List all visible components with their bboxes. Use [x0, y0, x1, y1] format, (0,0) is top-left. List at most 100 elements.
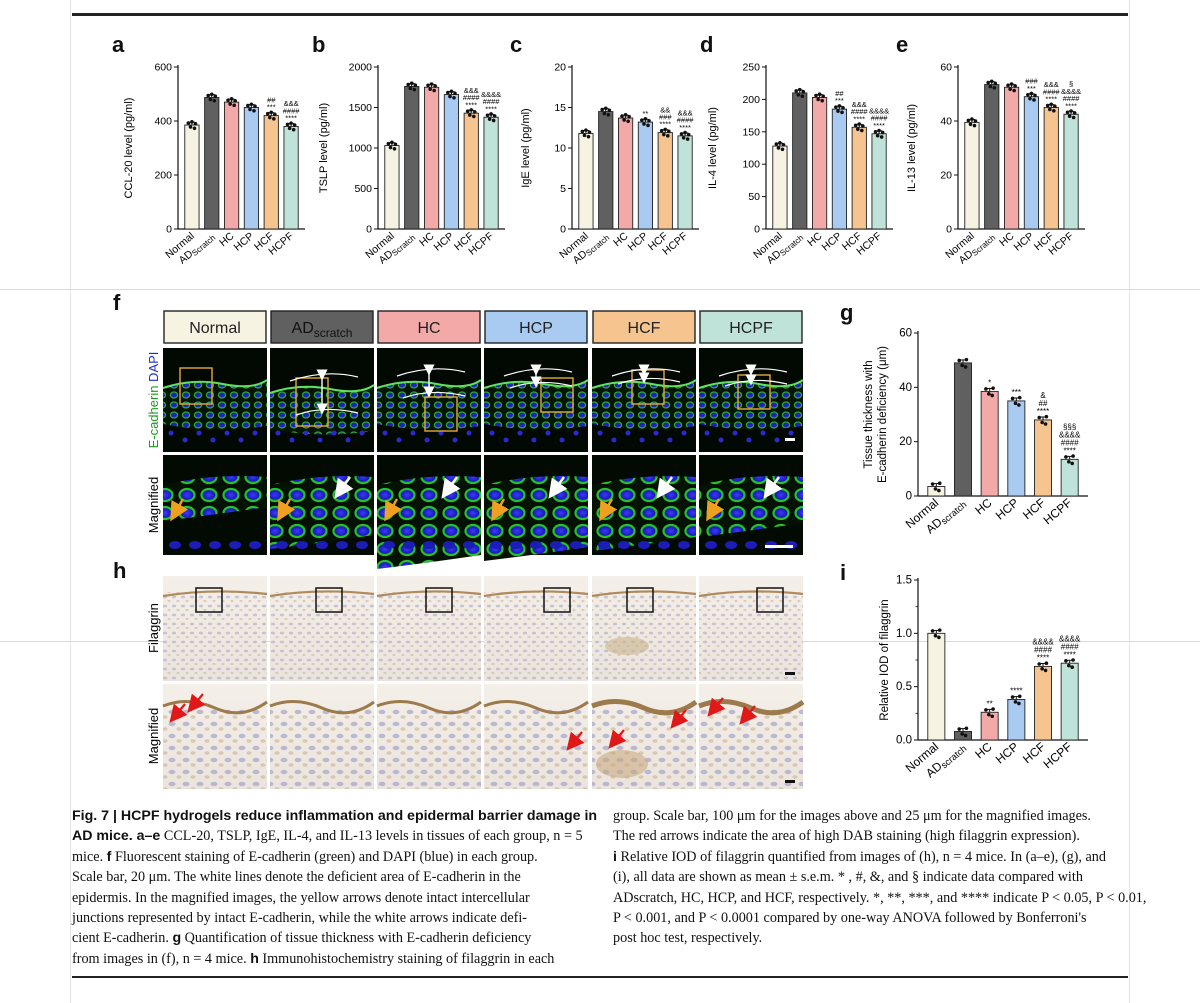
data-point: [781, 142, 786, 147]
category-label: HCP: [432, 230, 457, 253]
significance-label: **: [987, 699, 993, 708]
dermis-nucleus: [182, 437, 188, 443]
dermis-nucleus: [653, 430, 659, 436]
dermis-nucleus: [545, 430, 551, 436]
significance-label: §§§: [1063, 422, 1076, 431]
data-point: [814, 93, 818, 98]
bar-HCPF: [483, 116, 499, 230]
scale-bar: [765, 545, 793, 548]
caption-line: from images in (f), n = 4 mice. h Immuno…: [72, 950, 555, 967]
ihc-tissue: [592, 592, 696, 681]
dermis-nucleus: [189, 541, 201, 549]
magnified-epidermis: [377, 476, 481, 569]
data-point: [683, 130, 687, 135]
data-point: [873, 130, 878, 134]
data-point: [933, 633, 938, 638]
data-point: [1044, 414, 1049, 419]
stained-layer: [376, 700, 482, 715]
y-tick-label: 40: [899, 382, 912, 394]
zoom-region-box: [315, 587, 343, 613]
y-tick-label: 0: [560, 224, 566, 236]
data-point: [192, 126, 197, 131]
category-label: HCP: [993, 496, 1021, 523]
high-dab-arrow: [187, 693, 206, 713]
data-point: [1071, 454, 1075, 458]
bar-HC: [223, 101, 240, 230]
scale-bar: [785, 672, 795, 675]
row-label-magnified: Magnified: [146, 708, 161, 764]
panel-letter-g: g: [840, 300, 853, 325]
bar-HCF: [851, 126, 867, 230]
data-point: [1013, 401, 1018, 406]
data-point: [1071, 658, 1075, 662]
significance-label: ****: [873, 121, 885, 130]
data-point: [960, 363, 964, 368]
group-header-label: Normal: [189, 320, 241, 337]
epidermis-surface: [483, 379, 589, 389]
panel-letter-h: h: [113, 558, 126, 583]
dermis-nucleus: [597, 430, 603, 436]
data-point: [265, 111, 270, 116]
dermis-nucleus: [618, 541, 630, 549]
group-header-Normal: [163, 310, 267, 344]
caption-line: cient E-cadherin. g Quantification of ti…: [72, 930, 532, 947]
significance-label: &&&&: [481, 90, 501, 99]
data-point: [963, 365, 968, 369]
guide-line: [1129, 0, 1130, 1003]
data-point: [1064, 455, 1068, 459]
data-point: [992, 85, 997, 90]
data-point: [973, 119, 978, 123]
data-point: [208, 97, 213, 102]
dermis-nucleus: [303, 430, 309, 436]
deficient-junction-arrow: [656, 476, 676, 499]
significance-label: ****: [1063, 650, 1075, 659]
data-point: [774, 142, 779, 146]
data-point: [268, 115, 272, 120]
group-header-label: HC: [417, 320, 440, 337]
zoom-region-box: [756, 587, 784, 613]
row-label-magnified: Magnified: [146, 477, 161, 533]
data-point: [964, 726, 969, 731]
data-point: [1069, 109, 1073, 113]
data-point: [1067, 459, 1071, 464]
high-dab-arrow: [608, 729, 627, 749]
bar-HCP: [637, 121, 654, 230]
category-label: HCP: [626, 230, 651, 253]
data-point: [964, 357, 969, 362]
significance-label: ****: [1065, 101, 1077, 110]
data-point: [993, 81, 998, 86]
dermis-nucleus: [209, 541, 221, 549]
significance-label: ****: [1037, 654, 1049, 663]
significance-label: &&&: [284, 99, 299, 108]
significance-label: &&&&: [1059, 634, 1081, 643]
data-point: [966, 118, 971, 123]
data-point: [957, 727, 962, 731]
stained-layer: [483, 700, 589, 715]
dermis-nucleus: [559, 437, 565, 443]
data-point: [1049, 102, 1054, 107]
data-point: [987, 392, 991, 396]
dermis-nucleus: [443, 541, 455, 549]
group-header-label: HCP: [519, 320, 553, 337]
data-point: [206, 93, 210, 98]
bar-HC: [980, 711, 999, 741]
data-point: [1017, 395, 1022, 400]
data-point: [229, 97, 234, 101]
significance-label: ####: [677, 116, 695, 125]
significance-label: ####: [1043, 87, 1061, 96]
dermis-nucleus: [570, 541, 582, 549]
dermis-nucleus: [658, 541, 670, 549]
group-header-AD: [270, 310, 374, 344]
y-tick-label: 600: [154, 62, 172, 74]
data-point: [643, 117, 648, 121]
y-tick-label: 500: [354, 183, 372, 195]
intact-junction-arrow: [491, 498, 510, 522]
dermis-nucleus: [356, 541, 368, 549]
data-point: [627, 114, 631, 119]
data-point: [821, 94, 825, 98]
dermis-nucleus: [168, 430, 174, 436]
data-point: [817, 92, 822, 97]
y-axis-label: TSLP level (pg/ml): [318, 103, 330, 193]
panel-letter-c: c: [510, 32, 522, 57]
